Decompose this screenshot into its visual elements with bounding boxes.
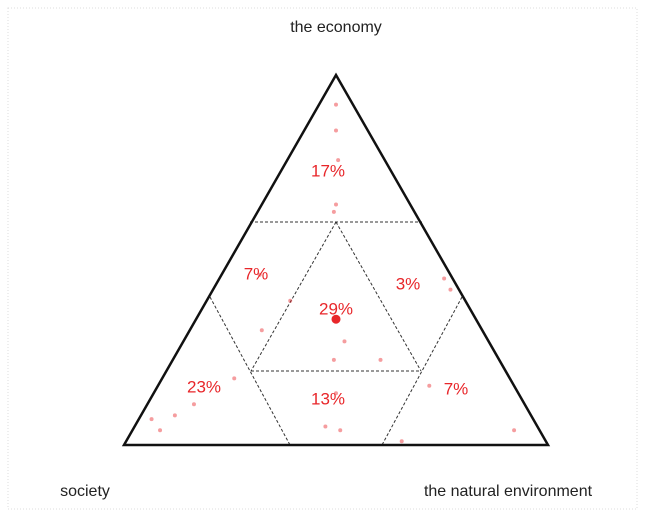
data-point [448,287,453,292]
region-label: 3% [396,274,421,293]
corner-label: the natural environment [424,483,593,500]
region-label: 7% [444,379,469,398]
data-point [331,357,336,362]
region-label: 23% [187,377,221,396]
region-lines [209,221,463,446]
frame [7,7,638,510]
data-point [342,339,347,344]
data-point [259,328,264,333]
corner-label: society [60,483,110,500]
data-point [338,428,343,433]
triangle [121,72,551,447]
divider [381,296,463,446]
region-label: 13% [311,389,345,408]
mean-point [331,314,341,324]
data-point [334,391,338,396]
divider [335,221,422,372]
data-point [232,376,237,381]
data-point [334,202,338,207]
data-point [512,428,517,433]
divider [250,221,337,372]
data-point [172,413,177,418]
divider [209,296,291,446]
region-label: 29% [319,299,353,318]
region-label: 7% [244,264,269,283]
data-point [158,428,163,433]
data-point [334,102,338,107]
corner-label: the economy [290,19,382,36]
data-point [334,128,338,133]
data-point [288,298,293,303]
data-point [257,272,262,277]
data-point [149,417,154,422]
data-point [442,276,447,281]
data-point [378,357,383,362]
data-point [323,424,328,429]
data-point [399,439,404,444]
data-point [191,402,196,407]
data-point [331,209,336,214]
data-point [427,383,432,388]
region-label: 17% [311,161,345,180]
data-point [336,158,341,163]
